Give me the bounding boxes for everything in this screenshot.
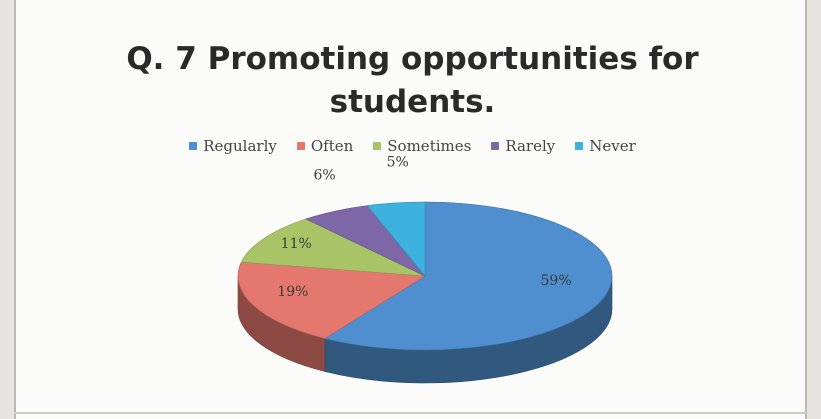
legend-label-sometimes: Sometimes [387, 137, 472, 155]
pie-slice-often [237, 261, 426, 339]
legend-swatch-rarely [491, 142, 500, 150]
legend-label-never: Never [589, 137, 636, 155]
data-label-often: 19% [277, 284, 308, 300]
legend-label-regularly: Regularly [203, 137, 277, 155]
pie-chart: 59% 19% 11% 6% 5% [237, 155, 613, 384]
chart-title: Q. 7 Promoting opportunities for student… [16, 38, 809, 124]
chart-frame: Q. 7 Promoting opportunities for student… [14, 0, 807, 419]
legend-label-rarely: Rarely [505, 137, 556, 155]
pie-slice-regularly [324, 201, 613, 351]
legend-item-regularly: Regularly [189, 137, 277, 155]
data-label-regularly: 59% [541, 273, 572, 289]
legend-swatch-regularly [189, 142, 198, 150]
legend-label-often: Often [310, 137, 354, 155]
legend-item-never: Never [575, 137, 636, 155]
data-label-sometimes: 11% [281, 236, 312, 252]
pie-slice-sometimes [240, 218, 426, 277]
legend-item-often: Often [296, 137, 354, 155]
legend-swatch-often [296, 142, 305, 150]
chart-title-line-1: Q. 7 Promoting opportunities for [126, 41, 699, 77]
bottom-divider [14, 412, 807, 414]
data-label-never: 5% [387, 155, 409, 171]
pie-slice-never [366, 201, 426, 277]
data-label-rarely: 6% [313, 167, 335, 183]
legend-item-sometimes: Sometimes [373, 137, 471, 155]
legend-swatch-never [575, 142, 584, 150]
chart-title-line-2: students. [329, 84, 496, 120]
legend-swatch-sometimes [373, 142, 382, 150]
legend-item-rarely: Rarely [491, 137, 555, 155]
chart-legend: Regularly Often Sometimes Rarely Never [16, 137, 809, 155]
